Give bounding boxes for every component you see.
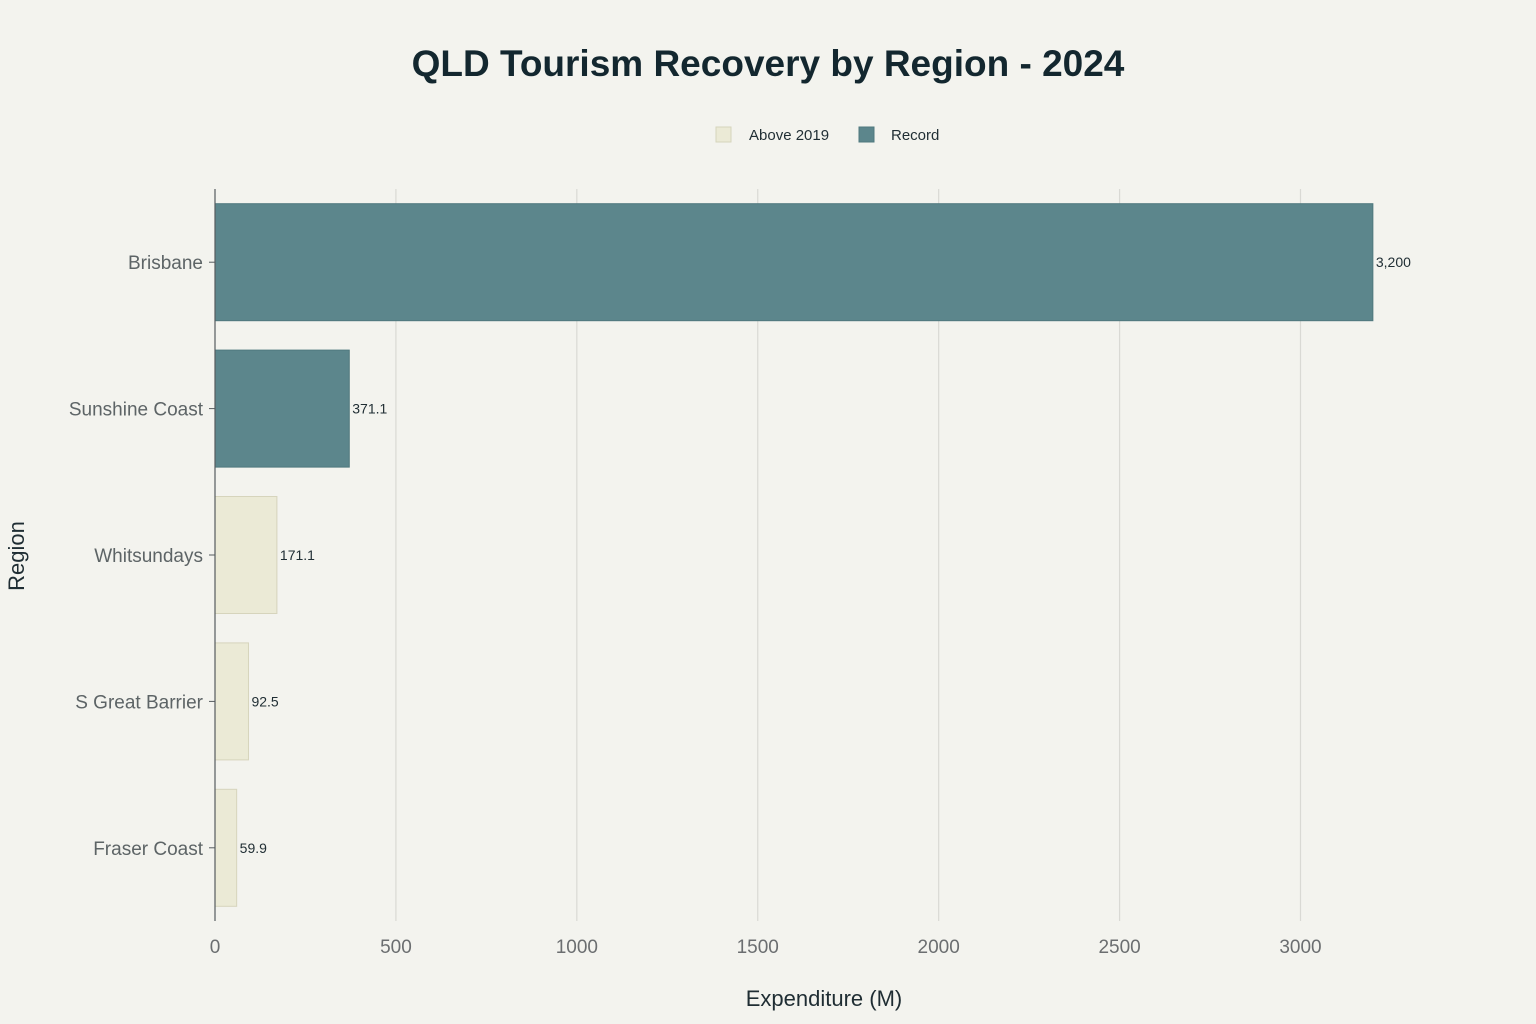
legend-label-above-2019: Above 2019 bbox=[749, 127, 829, 144]
value-label-whitsundays: 171.1 bbox=[280, 547, 315, 563]
value-label-sunshine-coast: 371.1 bbox=[352, 401, 387, 417]
category-labels: Brisbane Sunshine Coast Whitsundays S Great… bbox=[69, 253, 215, 860]
legend-swatch-above-2019 bbox=[715, 126, 732, 143]
x-tick-label-2500: 2500 bbox=[1098, 937, 1140, 958]
bar-fraser-coast bbox=[214, 788, 238, 907]
value-label-fraser-coast: 59.9 bbox=[240, 840, 267, 856]
category-label-sunshine-coast: Sunshine Coast bbox=[69, 400, 204, 421]
bar-brisbane bbox=[214, 203, 1374, 322]
x-tick-label-1000: 1000 bbox=[556, 937, 598, 958]
bar-s-great-barrier bbox=[214, 642, 249, 761]
legend-label-record: Record bbox=[891, 127, 939, 144]
value-label-brisbane: 3,200 bbox=[1376, 254, 1411, 270]
x-tick-label-0: 0 bbox=[210, 937, 221, 958]
x-axis-title: Expenditure (M) bbox=[746, 986, 903, 1011]
category-label-s-great-barrier: S Great Barrier bbox=[75, 692, 203, 713]
category-label-fraser-coast: Fraser Coast bbox=[93, 839, 204, 860]
x-tick-label-500: 500 bbox=[380, 937, 412, 958]
value-label-s-great-barrier: 92.5 bbox=[251, 693, 278, 709]
value-labels: 3,200 371.1 171.1 92.5 59.9 bbox=[240, 254, 1411, 856]
x-tick-label-2000: 2000 bbox=[918, 937, 960, 958]
x-tick-labels: 0 500 1000 1500 2000 2500 3000 bbox=[210, 937, 1322, 958]
legend-swatch-record bbox=[858, 126, 875, 143]
bar-sunshine-coast bbox=[214, 349, 350, 468]
category-label-whitsundays: Whitsundays bbox=[94, 546, 203, 567]
bar-whitsundays bbox=[214, 496, 278, 614]
x-tick-label-3000: 3000 bbox=[1279, 937, 1321, 958]
category-label-brisbane: Brisbane bbox=[128, 253, 203, 274]
y-axis-title: Region bbox=[4, 521, 29, 591]
x-tick-label-1500: 1500 bbox=[737, 937, 779, 958]
legend: Above 2019 Record bbox=[715, 126, 939, 144]
bars bbox=[214, 203, 1374, 907]
chart-title: QLD Tourism Recovery by Region - 2024 bbox=[412, 43, 1125, 84]
